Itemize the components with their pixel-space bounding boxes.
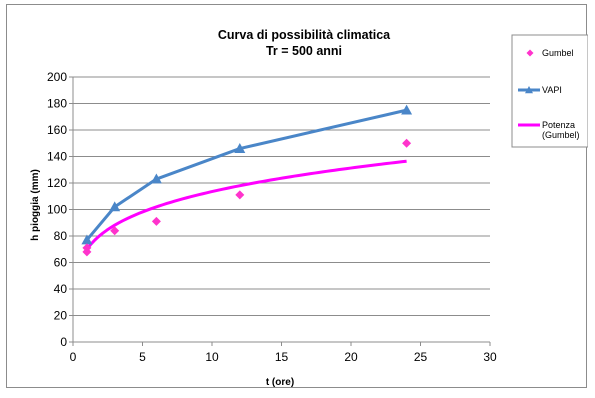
y-tick-label: 140 <box>47 150 67 164</box>
y-tick-label: 80 <box>54 229 68 243</box>
legend-label-gumbel: Gumbel <box>542 48 574 58</box>
y-tick-label: 120 <box>47 176 67 190</box>
legend: Gumbel VAPI Potenza(Gumbel) <box>511 34 588 148</box>
tick-labels: 0 20 40 60 80 100 120 140 160 180 200 0 5 10 15 20 25 30 <box>47 70 497 364</box>
x-tick-label: 10 <box>205 350 219 364</box>
series-layer <box>81 104 413 257</box>
data-point-vapi <box>234 143 246 153</box>
legend-label-vapi: VAPI <box>542 85 562 95</box>
data-point-vapi <box>401 104 413 115</box>
axes <box>69 76 491 346</box>
x-tick-label: 15 <box>275 350 289 364</box>
chart-frame: 0 20 40 60 80 100 120 140 160 180 200 0 5 10 15 20 25 30 … <box>6 4 588 388</box>
data-point-gumbel <box>235 190 245 200</box>
data-point-vapi <box>109 201 121 212</box>
data-point-vapi <box>150 173 162 184</box>
legend-marker-gumbel <box>526 49 534 57</box>
data-point-vapi <box>81 234 93 245</box>
y-axis-title: h pioggia (mm) <box>30 169 41 241</box>
y-tick-label: 100 <box>47 203 67 217</box>
chart-title-line-1: Curva di possibilità climatica <box>218 28 391 42</box>
legend-label-potenza-line-1: Potenza <box>542 120 575 130</box>
x-axis-title: t (ore) <box>266 377 294 388</box>
data-point-gumbel <box>151 216 161 226</box>
y-tick-label: 20 <box>54 309 68 323</box>
x-tick-label: 5 <box>139 350 146 364</box>
y-tick-label: 40 <box>54 282 68 296</box>
x-tick-label: 20 <box>344 350 358 364</box>
series-line-potenza-gumbel <box>85 159 407 251</box>
legend-label-potenza-line-2: (Gumbel) <box>542 130 580 140</box>
data-point-gumbel <box>402 138 412 148</box>
data-point-gumbel <box>110 226 120 236</box>
legend-box <box>511 34 588 148</box>
y-tick-label: 0 <box>60 335 67 349</box>
x-tick-label: 0 <box>70 350 77 364</box>
y-tick-label: 60 <box>54 256 68 270</box>
gridlines <box>73 76 490 316</box>
y-tick-label: 180 <box>47 97 67 111</box>
x-tick-label: 30 <box>483 350 497 364</box>
legend-marker-vapi <box>525 86 533 94</box>
y-tick-label: 160 <box>47 123 67 137</box>
chart-title-line-2: Tr = 500 anni <box>266 44 342 58</box>
x-tick-label: 25 <box>414 350 428 364</box>
y-tick-label: 200 <box>47 70 67 84</box>
data-point-gumbel <box>82 243 92 253</box>
